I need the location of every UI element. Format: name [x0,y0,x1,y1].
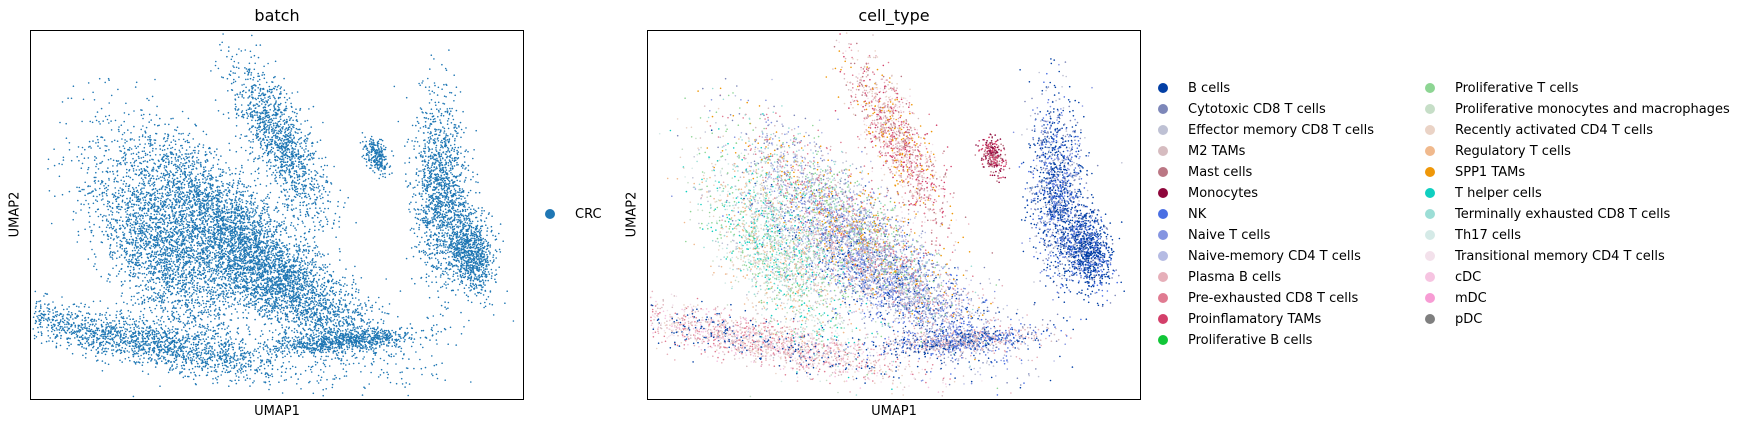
scatter-point [324,297,326,300]
scatter-point [212,226,215,229]
scatter-point [138,227,141,230]
scatter-point [344,303,347,306]
scatter-point [301,318,304,320]
scatter-point [337,305,339,308]
scatter-point [397,346,400,348]
scatter-point [210,262,213,264]
scatter-point [355,290,357,293]
scatter-point [354,330,356,333]
scatter-point [282,290,285,293]
scatter-point [250,273,252,276]
scatter-point [231,289,234,292]
scatter-point [169,231,171,233]
scatter-point [158,197,160,200]
scatter-point [195,200,198,202]
scatter-point [219,270,222,273]
scatter-point [221,285,224,288]
scatter-point [291,329,293,332]
scatter-point [332,270,335,273]
scatter-plot [32,33,515,398]
scatter-point [224,250,227,252]
scatter-point [228,244,230,247]
scatter-point [368,349,370,351]
batch-panel: batch UMAP1 UMAP2 CRC [0,0,602,429]
scatter-point [348,363,351,365]
scatter-point [346,348,349,351]
scatter-point [199,255,202,257]
scatter-point [299,314,302,316]
scatter-point [127,216,130,219]
scatter-point [293,254,295,256]
scatter-point [269,268,271,270]
scatter-point [206,286,209,289]
scatter-point [262,248,264,250]
scatter-point [284,283,286,285]
scatter-point [335,303,338,305]
chart-title: batch [30,6,524,25]
plot-area [30,30,524,400]
scatter-point [267,249,270,251]
scatter-point [270,236,273,238]
scatter-point [340,359,343,362]
scatter-point [342,316,345,319]
scatter-point [317,302,319,304]
scatter-point [227,301,229,304]
scatter-point [344,320,347,322]
scatter-point [281,312,284,315]
scatter-point [285,253,288,256]
scatter-point [343,348,346,351]
scatter-point [320,325,322,327]
scatter-point [282,294,285,296]
scatter-point [226,266,229,269]
scatter-point [284,305,287,308]
scatter-point [380,343,383,346]
scatter-point [306,301,309,304]
